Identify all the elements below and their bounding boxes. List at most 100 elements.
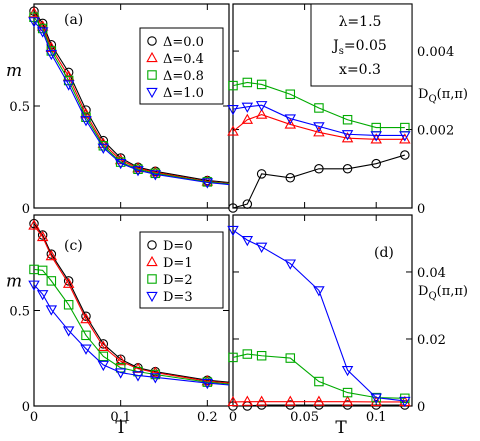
data-point: [46, 40, 57, 50]
series-line: [232, 81, 405, 129]
x-tick-label: 0.2: [197, 410, 218, 425]
series-4: [227, 225, 411, 408]
x-tick-label: 0.1: [110, 410, 131, 425]
data-point: [63, 276, 74, 286]
data-point: [399, 133, 411, 144]
series-3: [228, 77, 410, 133]
y-tick-label: 0.002: [417, 124, 454, 139]
series-2: [28, 219, 230, 386]
data-point: [227, 395, 239, 407]
data-point: [45, 249, 58, 261]
data-point: [285, 353, 296, 363]
data-point: [371, 158, 381, 169]
series-4: [227, 101, 411, 142]
legend-entry: D=0: [163, 239, 193, 254]
data-point: [255, 395, 268, 406]
data-point: [114, 368, 127, 379]
data-point: [314, 376, 324, 387]
data-point: [241, 102, 254, 113]
data-point: [133, 164, 143, 174]
data-point: [28, 280, 40, 291]
legend-marker: [147, 70, 157, 80]
series-line: [33, 268, 230, 385]
data-point: [255, 242, 268, 253]
series-line: [232, 154, 405, 209]
data-point: [284, 395, 297, 406]
x-axis-label: T: [335, 418, 347, 438]
y-axis-label: DQ(π,π): [418, 87, 468, 105]
data-point: [255, 108, 268, 119]
data-point: [342, 387, 353, 398]
legend-box: [139, 231, 224, 309]
y-tick-label: 0: [417, 202, 425, 217]
chart-panel-3: 0 0.1 0.2 0 0.5 (c) m T D=0 D=1 D=2 D=3: [6, 214, 230, 438]
data-point: [242, 199, 253, 209]
data-point: [80, 116, 92, 127]
data-point: [227, 225, 239, 237]
chart-panel-4: 0 0.05 0.1 0 0.02 0.04 (d) DQ(π,π) T: [227, 214, 468, 438]
data-point: [29, 6, 39, 16]
series-3: [228, 349, 410, 404]
legend-marker: [146, 291, 158, 303]
data-point: [98, 339, 109, 349]
data-point: [97, 360, 110, 372]
data-point: [314, 103, 324, 113]
data-point: [313, 126, 325, 137]
parameter-box: λ=1.5 Js=0.05 x=0.3: [310, 3, 413, 87]
data-point: [81, 330, 91, 341]
chart-panel-1: 0 0.5 (a) m Δ=0.0 Δ=0.4 Δ=0.8 Δ=1.0: [6, 3, 230, 217]
data-point: [370, 133, 382, 144]
data-point: [313, 286, 325, 297]
legend-entry: Δ=1.0: [163, 86, 204, 101]
legend-entry: D=1: [163, 256, 193, 271]
data-point: [97, 340, 110, 351]
data-point: [228, 203, 238, 213]
parameter-text: Js=0.05: [331, 38, 387, 57]
data-point: [242, 77, 253, 88]
x-tick-label: 0: [30, 410, 38, 425]
series-line: [33, 10, 230, 184]
series-line: [33, 284, 230, 386]
panel-label: (d): [374, 245, 394, 261]
data-point: [132, 166, 144, 177]
data-point: [28, 219, 40, 230]
series-4: [28, 17, 230, 189]
legend: Δ=0.0 Δ=0.4 Δ=0.8 Δ=1.0: [139, 27, 224, 105]
data-point: [62, 326, 75, 337]
series-line: [33, 16, 230, 185]
data-point: [284, 259, 297, 270]
legend-entry: Δ=0.8: [163, 69, 204, 84]
data-point: [313, 122, 325, 133]
legend-entry: Δ=0.0: [163, 35, 204, 50]
data-point: [97, 143, 110, 154]
data-point: [228, 80, 238, 91]
data-point: [285, 173, 296, 183]
series-2: [227, 108, 411, 144]
data-point: [201, 378, 214, 390]
data-point: [62, 80, 75, 91]
legend: D=0 D=1 D=2 D=3: [139, 231, 224, 309]
data-point: [341, 395, 354, 406]
y-tick-label: 0.5: [9, 100, 30, 115]
data-point: [98, 351, 109, 362]
data-point: [149, 366, 162, 377]
legend-entry: D=3: [163, 290, 193, 305]
data-point: [341, 130, 354, 141]
data-point: [341, 132, 354, 143]
data-point: [80, 312, 92, 324]
data-point: [149, 373, 162, 384]
data-point: [36, 230, 49, 242]
data-point: [284, 114, 297, 125]
data-point: [62, 277, 75, 288]
legend-marker: [146, 87, 158, 99]
x-tick-label: 0.1: [366, 410, 387, 425]
data-point: [399, 396, 411, 408]
series-line: [232, 353, 405, 399]
x-tick-label: 0: [229, 410, 237, 425]
data-point: [114, 354, 127, 366]
legend-marker: [147, 240, 157, 250]
data-point: [342, 114, 353, 125]
y-tick-label: 0.5: [9, 305, 30, 320]
